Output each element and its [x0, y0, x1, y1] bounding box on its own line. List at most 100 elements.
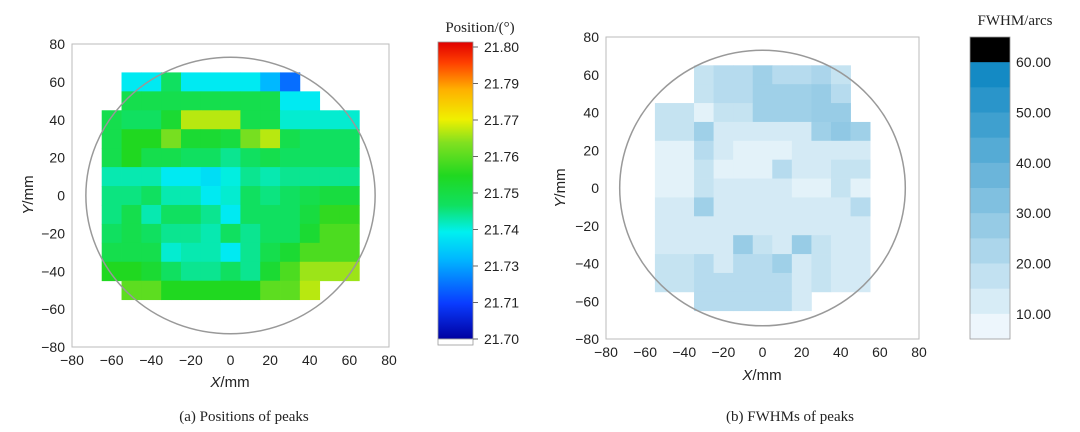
heatmap-cell: [694, 291, 714, 312]
y-axis-ticks: 80 60 40 20 0 −20 −40 −60 −80: [575, 29, 599, 347]
heatmap-cell: [200, 280, 221, 301]
heatmap-cell: [180, 223, 202, 244]
heatmap-cell: [791, 197, 812, 217]
heatmap-cell: [260, 242, 281, 263]
heatmap-cell: [791, 159, 812, 179]
heatmap-cell: [240, 72, 261, 92]
heatmap-cells: [654, 65, 871, 312]
heatmap-cell: [200, 167, 221, 187]
heatmap-cell: [713, 178, 734, 198]
heatmap-cell: [161, 204, 182, 225]
x-tick-label: −80: [60, 352, 84, 368]
heatmap-cell: [694, 197, 714, 217]
heatmap-cell: [319, 129, 340, 149]
colorbar-step: [970, 62, 1010, 88]
heatmap-cell: [752, 140, 773, 161]
heatmap-cell: [200, 91, 221, 111]
colorbar-step: [970, 238, 1010, 264]
heatmap-cell: [654, 254, 675, 274]
heatmap-cell: [811, 272, 832, 293]
y-axis-label: Y/mm: [20, 175, 37, 214]
heatmap-cell: [141, 91, 162, 111]
heatmap-cell: [180, 72, 202, 92]
y-tick-label: −20: [575, 218, 599, 234]
y-tick-label: 0: [57, 188, 65, 204]
heatmap-cell: [161, 129, 182, 149]
colorbar-step: [970, 162, 1010, 189]
heatmap-cell: [240, 261, 261, 282]
heatmap-cell: [339, 223, 360, 244]
heatmap-cell: [791, 235, 812, 255]
heatmap-cell: [280, 261, 301, 282]
heatmap-cell: [141, 129, 162, 149]
heatmap-cell: [811, 140, 832, 161]
heatmap-cell: [180, 167, 202, 187]
x-tick-label: −40: [139, 352, 163, 368]
chart-caption: (b) FWHMs of peaks: [726, 409, 854, 425]
heatmap-cell: [772, 254, 793, 274]
heatmap-cell: [319, 110, 340, 130]
heatmap-cell: [180, 186, 202, 206]
heatmap-cell: [654, 197, 675, 217]
x-tick-label: −60: [100, 352, 124, 368]
heatmap-cell: [161, 148, 182, 168]
heatmap-cell: [299, 110, 321, 130]
heatmap-cell: [220, 261, 241, 282]
heatmap-cell: [299, 148, 321, 168]
heatmap-cell: [260, 110, 281, 130]
heatmap-cell: [121, 186, 142, 206]
heatmap-cell: [772, 65, 793, 85]
heatmap-cell: [791, 140, 812, 161]
heatmap-cell: [713, 235, 734, 255]
colorbar-step: [970, 37, 1010, 63]
heatmap-cell: [752, 216, 773, 236]
heatmap-cell: [161, 91, 182, 111]
heatmap-cell: [220, 280, 241, 301]
heatmap-cell: [694, 121, 714, 142]
heatmap-cell: [299, 186, 321, 206]
heatmap-cell: [733, 272, 754, 293]
heatmap-cell: [752, 291, 773, 312]
heatmap-cell: [240, 204, 261, 225]
heatmap-cell: [101, 129, 122, 149]
heatmap-cell: [220, 148, 241, 168]
heatmap-cell: [141, 280, 162, 301]
x-tick-label: 40: [833, 344, 849, 360]
heatmap-cell: [654, 235, 675, 255]
colorbar-gradient: [437, 41, 474, 340]
heatmap-cell: [752, 84, 773, 104]
colorbar-label: 21.74: [484, 222, 519, 238]
heatmap-cell: [299, 280, 321, 301]
heatmap-cell: [733, 235, 754, 255]
heatmap-cell: [674, 216, 695, 236]
heatmap-cell: [791, 121, 812, 142]
heatmap-cell: [180, 148, 202, 168]
heatmap-cell: [811, 121, 832, 142]
heatmap-cell: [654, 272, 675, 293]
colorbar-label: 50.00: [1016, 105, 1051, 121]
heatmap-cell: [830, 254, 851, 274]
chart-caption: (a) Positions of peaks: [179, 409, 309, 425]
heatmap-cell: [752, 178, 773, 198]
heatmap-cell: [811, 65, 832, 85]
chart-positions-of-peaks: −80 −60 −40 −20 0 20 40 60 80 80 60 40 20 0 −20 −40 −60…: [20, 20, 519, 425]
x-axis-label: X/mm: [741, 367, 781, 384]
colorbar-step: [970, 112, 1010, 139]
heatmap-cell: [772, 121, 793, 142]
heatmap-cell: [733, 197, 754, 217]
heatmap-cell: [830, 84, 851, 104]
x-tick-label: 20: [262, 352, 278, 368]
heatmap-cell: [752, 121, 773, 142]
y-tick-label: 60: [583, 67, 599, 83]
x-tick-label: −60: [633, 344, 657, 360]
heatmap-cell: [299, 91, 321, 111]
colorbar-label: 21.71: [484, 295, 519, 311]
heatmap-cell: [772, 140, 793, 161]
heatmap-cell: [280, 129, 301, 149]
heatmap-cell: [674, 235, 695, 255]
heatmap-cell: [280, 204, 301, 225]
heatmap-cell: [200, 148, 221, 168]
colorbar-label: 21.80: [484, 39, 519, 55]
colorbar-step: [970, 313, 1010, 340]
x-axis-label: X/mm: [209, 374, 249, 391]
